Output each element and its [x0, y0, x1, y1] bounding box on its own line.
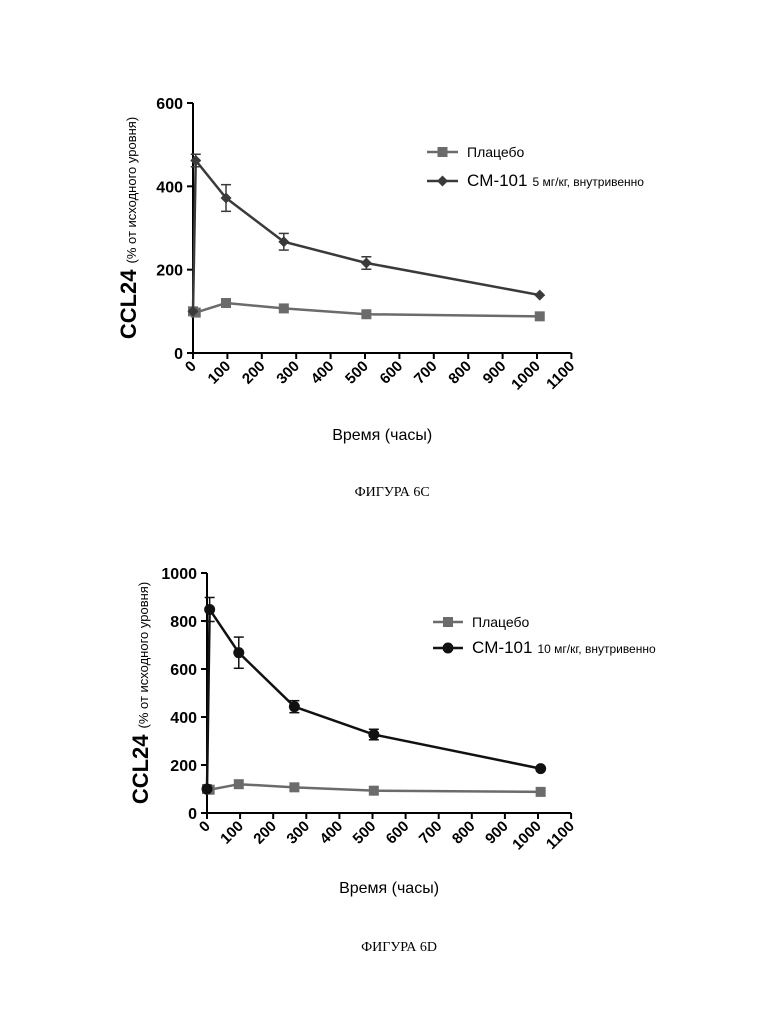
data-point	[221, 298, 231, 308]
x-tick-label: 700	[416, 818, 446, 848]
figure-caption: ФИГУРА 6D	[361, 940, 437, 955]
chart-6d: 0200400600800100001002003004005006007008…	[128, 566, 656, 955]
x-tick-label: 200	[239, 358, 269, 388]
y-axis-label-main: CCL24	[116, 269, 141, 339]
legend-marker	[443, 617, 453, 627]
x-tick-label: 300	[273, 358, 303, 388]
y-tick-label: 600	[156, 96, 183, 113]
y-tick-label: 200	[156, 263, 183, 280]
legend-label: Плацебо	[472, 614, 530, 630]
series-line	[207, 609, 541, 789]
data-point	[535, 763, 546, 774]
data-point	[535, 311, 545, 321]
y-tick-label: 1000	[161, 566, 197, 583]
series-placebo	[188, 298, 545, 321]
data-point	[534, 290, 545, 301]
legend-series-name: CM-101	[472, 638, 532, 657]
data-point	[536, 787, 546, 797]
legend-series-name: Плацебо	[467, 144, 525, 160]
y-axis-label-main: CCL24	[128, 734, 153, 804]
x-tick-label: 900	[482, 818, 512, 848]
y-axis-label: CCL24 (% от исходного уровня)	[128, 582, 153, 804]
data-point	[361, 309, 371, 319]
x-tick-label: 0	[196, 818, 214, 836]
legend-entry-placebo: Плацебо	[433, 614, 530, 630]
data-point	[279, 303, 289, 313]
x-tick-label: 1000	[508, 358, 544, 394]
legend-marker	[443, 643, 454, 654]
legend-entry-placebo: Плацебо	[427, 144, 525, 160]
data-point	[289, 701, 300, 712]
series-placebo	[202, 779, 546, 797]
data-point	[361, 258, 372, 269]
y-tick-label: 800	[170, 614, 197, 631]
figure-caption: ФИГУРА 6C	[355, 485, 430, 500]
x-tick-label: 800	[445, 358, 475, 388]
legend-label: Плацебо	[467, 144, 525, 160]
x-tick-label: 400	[308, 358, 338, 388]
data-point	[234, 779, 244, 789]
data-point	[204, 604, 215, 615]
legend-dose: 5 мг/кг, внутривенно	[532, 175, 644, 189]
data-point	[289, 782, 299, 792]
legend-dose: 10 мг/кг, внутривенно	[537, 642, 656, 656]
x-tick-label: 1000	[509, 818, 545, 854]
legend-label: CM-101 10 мг/кг, внутривенно	[472, 638, 656, 657]
x-tick-label: 500	[342, 358, 372, 388]
x-tick-label: 300	[283, 818, 313, 848]
y-tick-label: 0	[174, 346, 183, 363]
x-tick-label: 600	[383, 818, 413, 848]
x-tick-label: 900	[480, 358, 510, 388]
x-tick-label: 200	[250, 818, 280, 848]
legend-marker	[437, 176, 448, 187]
chart-6c: 0200400600010020030040050060070080090010…	[116, 96, 644, 500]
data-point	[369, 786, 379, 796]
x-tick-label: 400	[317, 818, 347, 848]
y-tick-label: 400	[156, 179, 183, 196]
legend-series-name: CM-101	[467, 171, 527, 190]
x-axis-label: Время (часы)	[339, 880, 439, 897]
x-tick-label: 100	[217, 818, 247, 848]
x-axis-label: Время (часы)	[332, 427, 432, 444]
x-tick-label: 500	[350, 818, 380, 848]
y-axis-label: CCL24 (% от исходного уровня)	[116, 117, 141, 339]
legend-entry-cm101: CM-101 5 мг/кг, внутривенно	[427, 171, 644, 190]
y-axis-label-sub: (% от исходного уровня)	[136, 582, 151, 729]
patent-figure-page: 0200400600010020030040050060070080090010…	[0, 0, 780, 1035]
y-tick-label: 200	[170, 758, 197, 775]
data-point	[233, 647, 244, 658]
x-tick-label: 600	[377, 358, 407, 388]
y-tick-label: 0	[188, 806, 197, 823]
legend-series-name: Плацебо	[472, 614, 530, 630]
legend-marker	[438, 147, 448, 157]
figures-canvas: 0200400600010020030040050060070080090010…	[0, 0, 780, 1035]
x-tick-label: 800	[449, 818, 479, 848]
x-tick-label: 100	[205, 358, 235, 388]
y-axis-label-sub: (% от исходного уровня)	[124, 117, 139, 264]
legend-label: CM-101 5 мг/кг, внутривенно	[467, 171, 644, 190]
x-tick-label: 1100	[543, 358, 578, 393]
y-tick-label: 600	[170, 662, 197, 679]
x-tick-label: 1100	[543, 818, 578, 853]
x-tick-label: 0	[182, 358, 200, 376]
data-point	[368, 729, 379, 740]
data-point	[202, 784, 213, 795]
legend-entry-cm101: CM-101 10 мг/кг, внутривенно	[433, 638, 656, 657]
y-tick-label: 400	[170, 710, 197, 727]
x-tick-label: 700	[411, 358, 441, 388]
